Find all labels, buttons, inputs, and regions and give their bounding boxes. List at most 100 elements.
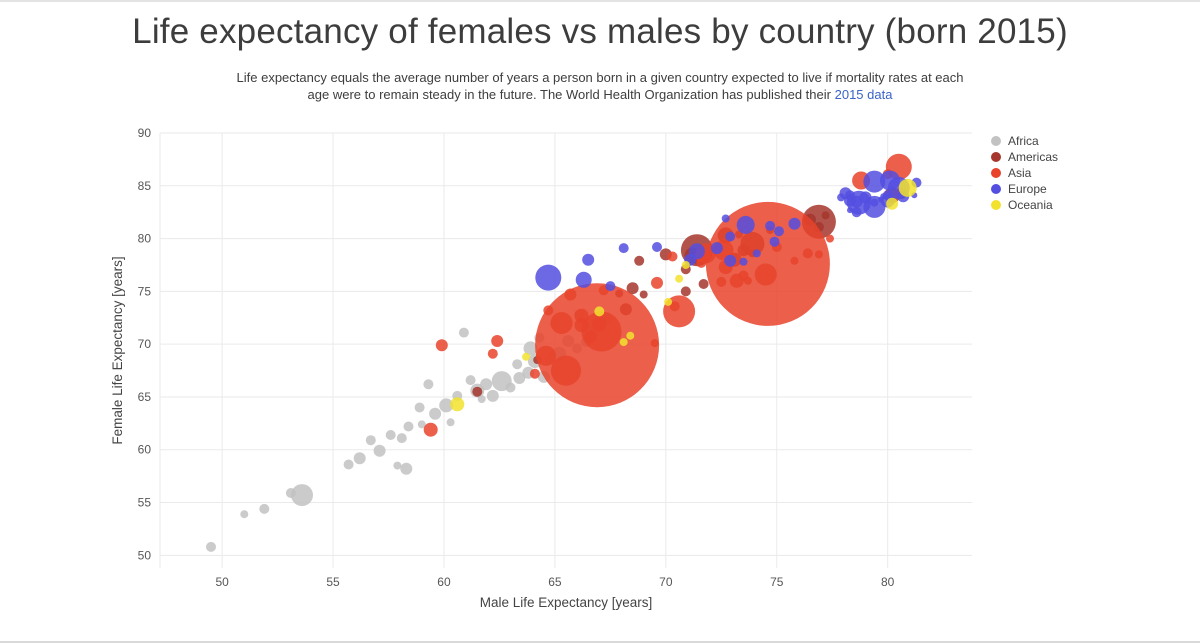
data-point-africa[interactable] xyxy=(523,341,538,356)
data-point-africa[interactable] xyxy=(458,327,469,338)
data-point-asia[interactable] xyxy=(536,345,556,366)
data-point-asia[interactable] xyxy=(423,422,438,437)
legend-item-oceania[interactable]: Oceania xyxy=(991,199,1058,211)
data-point-africa[interactable] xyxy=(513,372,526,384)
data-point-africa[interactable] xyxy=(486,389,499,402)
data-point-europe[interactable] xyxy=(739,257,748,266)
data-point-europe[interactable] xyxy=(710,242,723,255)
data-point-africa[interactable] xyxy=(291,484,313,507)
legend-item-europe[interactable]: Europe xyxy=(991,183,1058,195)
data-point-europe[interactable] xyxy=(774,226,784,237)
data-point-oceania[interactable] xyxy=(626,331,635,340)
data-point-africa[interactable] xyxy=(414,402,425,413)
data-point-asia[interactable] xyxy=(790,256,799,265)
data-point-asia[interactable] xyxy=(592,317,607,332)
data-point-africa[interactable] xyxy=(429,407,442,420)
data-point-europe[interactable] xyxy=(765,220,776,231)
data-point-africa[interactable] xyxy=(353,452,366,465)
data-point-europe[interactable] xyxy=(618,243,629,254)
data-point-asia[interactable] xyxy=(802,248,813,259)
data-point-africa[interactable] xyxy=(206,541,216,552)
data-point-asia[interactable] xyxy=(543,305,554,316)
data-point-africa[interactable] xyxy=(505,382,516,393)
data-point-asia[interactable] xyxy=(435,339,448,352)
data-point-asia[interactable] xyxy=(550,312,573,334)
data-point-americas[interactable] xyxy=(680,286,691,297)
data-point-asia[interactable] xyxy=(754,263,777,286)
data-point-asia[interactable] xyxy=(584,330,597,343)
data-point-asia[interactable] xyxy=(826,234,834,243)
data-point-europe[interactable] xyxy=(725,231,736,242)
data-point-europe[interactable] xyxy=(863,170,886,193)
data-point-americas[interactable] xyxy=(821,211,830,220)
data-point-africa[interactable] xyxy=(439,398,454,413)
data-point-oceania[interactable] xyxy=(522,352,531,361)
data-point-africa[interactable] xyxy=(400,462,413,475)
data-point-europe[interactable] xyxy=(847,207,853,214)
data-point-europe[interactable] xyxy=(652,242,662,252)
data-point-asia[interactable] xyxy=(487,348,498,359)
data-point-africa[interactable] xyxy=(240,510,249,519)
data-point-oceania[interactable] xyxy=(450,397,465,412)
data-point-africa[interactable] xyxy=(396,433,407,444)
legend-item-asia[interactable]: Asia xyxy=(991,167,1058,179)
data-point-asia[interactable] xyxy=(743,276,752,285)
data-point-africa[interactable] xyxy=(373,444,386,457)
data-point-asia[interactable] xyxy=(574,308,589,323)
data-point-asia[interactable] xyxy=(716,276,727,287)
data-point-oceania[interactable] xyxy=(681,261,690,269)
data-point-europe[interactable] xyxy=(870,198,879,207)
data-point-europe[interactable] xyxy=(724,254,737,267)
data-point-europe[interactable] xyxy=(752,249,761,258)
data-point-asia[interactable] xyxy=(529,368,540,379)
data-point-africa[interactable] xyxy=(403,421,414,432)
data-point-americas[interactable] xyxy=(698,279,709,289)
data-point-africa[interactable] xyxy=(343,459,354,470)
legend-item-americas[interactable]: Americas xyxy=(991,151,1058,163)
data-point-africa[interactable] xyxy=(385,430,396,440)
data-point-europe[interactable] xyxy=(605,281,616,292)
data-point-europe[interactable] xyxy=(535,264,562,291)
data-point-africa[interactable] xyxy=(365,435,376,446)
data-point-europe[interactable] xyxy=(769,236,780,247)
data-point-asia[interactable] xyxy=(814,250,823,259)
data-point-asia[interactable] xyxy=(551,355,581,386)
data-point-africa[interactable] xyxy=(446,418,455,427)
data-point-oceania[interactable] xyxy=(886,197,899,210)
data-point-americas[interactable] xyxy=(639,290,648,299)
data-point-europe[interactable] xyxy=(837,193,846,202)
legend-item-africa[interactable]: Africa xyxy=(991,135,1058,147)
data-point-africa[interactable] xyxy=(477,395,486,404)
data-point-europe[interactable] xyxy=(788,217,801,230)
data-point-europe[interactable] xyxy=(845,190,855,201)
data-point-asia[interactable] xyxy=(696,257,707,268)
data-point-asia[interactable] xyxy=(669,301,680,312)
data-point-africa[interactable] xyxy=(393,461,402,470)
data-point-asia[interactable] xyxy=(650,339,659,348)
data-point-europe[interactable] xyxy=(721,214,730,223)
data-point-asia[interactable] xyxy=(491,335,504,347)
data-point-americas[interactable] xyxy=(472,386,483,397)
data-point-oceania[interactable] xyxy=(898,178,917,197)
data-point-oceania[interactable] xyxy=(664,297,673,306)
data-point-africa[interactable] xyxy=(259,503,270,514)
data-point-americas[interactable] xyxy=(626,282,639,295)
data-point-africa[interactable] xyxy=(512,359,523,370)
data-point-asia[interactable] xyxy=(564,288,577,301)
data-point-africa[interactable] xyxy=(285,488,296,498)
data-point-europe[interactable] xyxy=(879,170,900,191)
data-point-europe[interactable] xyxy=(582,253,595,266)
data-point-africa[interactable] xyxy=(465,375,476,386)
data-point-oceania[interactable] xyxy=(594,306,605,317)
data-point-europe[interactable] xyxy=(736,215,755,234)
data-source-link[interactable]: 2015 data xyxy=(834,87,893,103)
data-point-americas[interactable] xyxy=(634,255,645,266)
data-point-africa[interactable] xyxy=(423,379,434,390)
data-point-europe[interactable] xyxy=(880,193,887,200)
data-point-asia[interactable] xyxy=(667,251,678,262)
data-point-oceania[interactable] xyxy=(619,338,628,347)
data-point-asia[interactable] xyxy=(651,276,663,289)
data-point-africa[interactable] xyxy=(417,420,426,429)
data-point-europe[interactable] xyxy=(859,191,872,204)
data-point-oceania[interactable] xyxy=(675,274,684,283)
